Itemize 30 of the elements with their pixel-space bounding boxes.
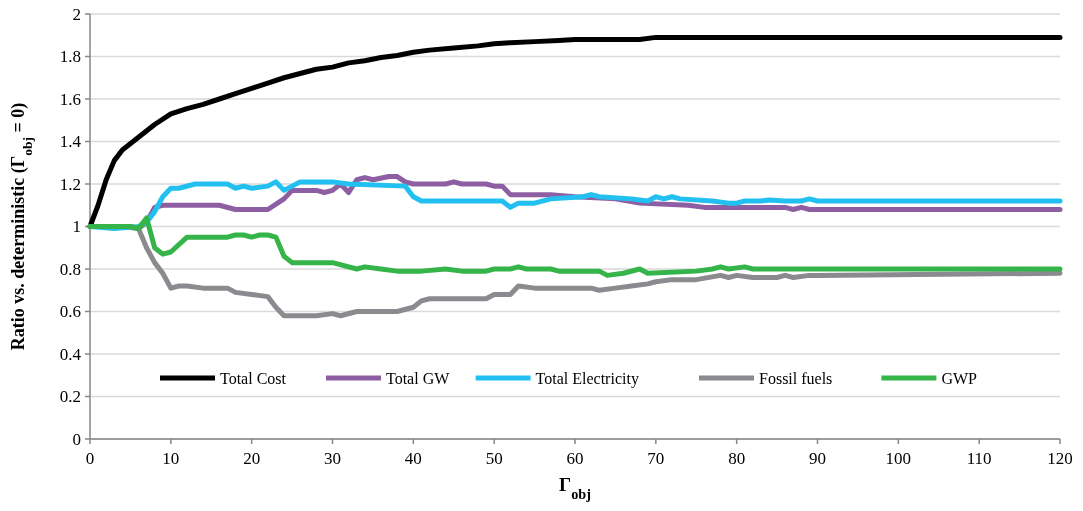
legend-label: GWP [941, 369, 978, 387]
y-tick-label: 1 [72, 217, 81, 237]
y-tick-label: 1.2 [59, 174, 81, 194]
legend-label: Total Cost [220, 369, 287, 387]
x-tick-label: 50 [485, 449, 503, 468]
x-tick-label: 10 [162, 449, 180, 468]
y-tick-label: 1.4 [59, 132, 82, 152]
y-tick-label: 0.6 [59, 302, 81, 322]
y-tick-label: 1.8 [59, 47, 81, 67]
y-tick-label: 0.8 [59, 259, 81, 279]
y-tick-label: 0.4 [59, 344, 82, 364]
y-tick-label: 0.2 [59, 387, 81, 407]
legend-label: Total Electricity [535, 369, 639, 388]
x-tick-label: 0 [85, 449, 95, 468]
x-tick-label: 20 [243, 449, 261, 468]
x-tick-label: 120 [1047, 449, 1073, 468]
y-tick-label: 1.6 [59, 89, 81, 109]
legend-label: Total GW [386, 369, 451, 387]
y-tick-label: 0 [72, 429, 81, 449]
legend-label: Fossil fuels [759, 369, 833, 387]
x-tick-label: 30 [324, 449, 341, 468]
x-tick-label: 80 [728, 449, 746, 468]
x-tick-label: 70 [647, 449, 665, 468]
x-tick-label: 60 [566, 449, 584, 468]
x-axis-title: Γ$_{obj}$ [559, 474, 591, 502]
x-tick-label: 110 [966, 449, 992, 468]
y-tick-label: 2 [72, 4, 81, 24]
x-tick-label: 40 [404, 449, 422, 468]
x-tick-label: 100 [885, 449, 912, 468]
x-tick-label: 90 [809, 449, 826, 468]
